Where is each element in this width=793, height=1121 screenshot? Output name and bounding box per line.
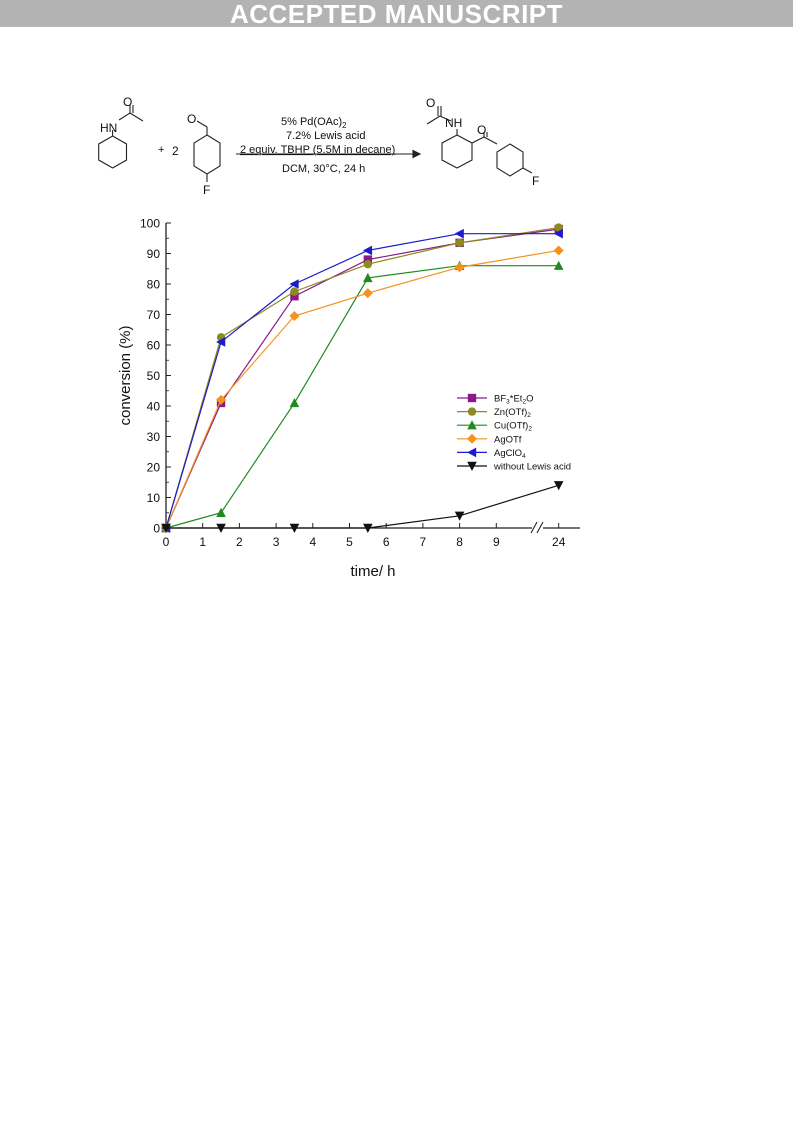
- product-nh-label: NH: [445, 116, 462, 130]
- series-agotf-point: [454, 262, 465, 273]
- y-tick-label: 80: [147, 278, 161, 292]
- y-tick-label: 40: [147, 400, 161, 414]
- series-zn-otf-2-point: [455, 238, 464, 248]
- legend-without-lewis-acid-label: without Lewis acid: [493, 462, 571, 473]
- series-agclo4-line: [165, 233, 559, 529]
- x-tick-label: 1: [199, 535, 206, 549]
- y-tick-label: 30: [147, 430, 161, 444]
- y-tick-label: 20: [147, 461, 161, 475]
- legend-zn-otf-2-marker: [467, 407, 477, 416]
- legend-cu-otf-2-marker: [467, 420, 477, 430]
- legend-agotf-marker: [467, 433, 477, 444]
- x-tick-label: 24: [552, 535, 566, 549]
- legend-zn-otf-2-label: Zn(OTf)2: [494, 407, 531, 419]
- series-without-lewis-acid-point: [363, 523, 373, 533]
- series-agclo4-point: [454, 228, 464, 239]
- series-zn-otf-2-line: [165, 226, 559, 529]
- series-zn-otf-2-point: [554, 223, 563, 232]
- banner-text: ACCEPTED MANUSCRIPT: [229, 0, 564, 29]
- condition-lewis-acid: 7.2% Lewis acid: [286, 130, 366, 142]
- axis-break-mark: [530, 521, 538, 534]
- plus-sign: +: [158, 144, 164, 156]
- series-cu-otf-2-point: [216, 507, 226, 517]
- series-zn-otf-2-point: [290, 287, 299, 296]
- x-tick-label: 7: [420, 535, 427, 549]
- series-without-lewis-acid-point: [216, 523, 226, 533]
- series-agclo4-point: [216, 337, 226, 347]
- x-axis-label: time/ h: [350, 563, 395, 580]
- series-without-lewis-acid-point: [289, 523, 300, 533]
- series-bf3-et2o-line: [165, 228, 559, 529]
- series-agotf-line: [165, 249, 559, 529]
- series-agotf-point: [216, 394, 227, 405]
- x-tick-label: 6: [383, 535, 390, 549]
- series-bf3-et2o-point: [290, 292, 299, 301]
- product-o2-label: O: [477, 123, 486, 137]
- x-tick-label: 4: [309, 535, 316, 549]
- series-agclo4-point: [362, 245, 373, 256]
- series-cu-otf-2-point: [553, 260, 564, 270]
- reactant-acetanilide: [98, 105, 144, 169]
- reactant-fluorobenzaldehyde: [193, 120, 221, 182]
- x-tick-label: 0: [163, 535, 170, 549]
- y-tick-label: 50: [147, 369, 161, 383]
- reactant1-nh-label: HN: [100, 121, 117, 135]
- condition-oxidant: 2 equiv. TBHP (5.5M in decane): [240, 144, 395, 156]
- series-cu-otf-2-point: [363, 272, 373, 283]
- legend-without-lewis-acid-marker: [467, 461, 477, 471]
- series-zn-otf-2-point: [363, 259, 373, 269]
- y-tick-label: 90: [147, 247, 161, 261]
- y-tick-label: 10: [147, 491, 161, 505]
- legend-bf3-et2o-label: BF3*Et2O: [494, 394, 533, 406]
- condition-catalyst: 5% Pd(OAc)2: [281, 116, 347, 130]
- series-agotf-point: [553, 245, 564, 256]
- series-without-lewis-acid-point: [161, 523, 171, 533]
- x-tick-label: 5: [346, 535, 353, 549]
- x-tick-label: 3: [273, 535, 280, 549]
- y-tick-label: 100: [140, 217, 160, 231]
- legend-cu-otf-2-label: Cu(OTf)2: [494, 421, 532, 433]
- product-o1-label: O: [426, 96, 435, 110]
- product-f-label: F: [532, 174, 539, 188]
- series-without-lewis-acid-point: [553, 481, 564, 491]
- series-bf3-et2o-point: [363, 255, 373, 264]
- reactant2-f-label: F: [203, 183, 210, 197]
- series-agotf-point: [362, 288, 373, 299]
- legend-agotf-label: AgOTf: [494, 434, 522, 445]
- condition-solvent-temperature: DCM, 30°C, 24 h: [282, 163, 365, 175]
- legend-agclo4-label: AgClO4: [494, 448, 526, 460]
- coefficient-2: 2: [172, 144, 179, 158]
- x-tick-label: 2: [236, 535, 243, 549]
- axis-break-mark: [536, 521, 544, 534]
- legend-bf3-et2o-marker: [467, 393, 477, 403]
- product-structure: [426, 106, 533, 177]
- series-without-lewis-acid-line: [166, 484, 559, 529]
- series-cu-otf-2-point: [289, 397, 300, 408]
- y-tick-label: 60: [147, 339, 161, 353]
- y-axis-label: conversion (%): [117, 325, 134, 425]
- banner: ACCEPTED MANUSCRIPT: [0, 0, 793, 29]
- series-without-lewis-acid-point: [454, 511, 465, 521]
- reactant2-o-label: O: [187, 112, 196, 126]
- reaction-scheme: HN O + 2 O F 5% Pd(OAc)2 7.2% Lewis acid…: [98, 95, 539, 197]
- y-tick-label: 0: [153, 522, 160, 536]
- x-tick-label: 8: [456, 535, 463, 549]
- y-tick-label: 70: [147, 308, 161, 322]
- series-cu-otf-2-line: [165, 265, 559, 529]
- legend-agclo4-marker: [467, 447, 477, 458]
- series-agotf-point: [289, 311, 300, 322]
- x-tick-label: 9: [493, 535, 500, 549]
- series-agclo4-point: [289, 279, 299, 289]
- reactant1-o-label: O: [123, 95, 132, 109]
- series-agclo4-point: [553, 228, 563, 239]
